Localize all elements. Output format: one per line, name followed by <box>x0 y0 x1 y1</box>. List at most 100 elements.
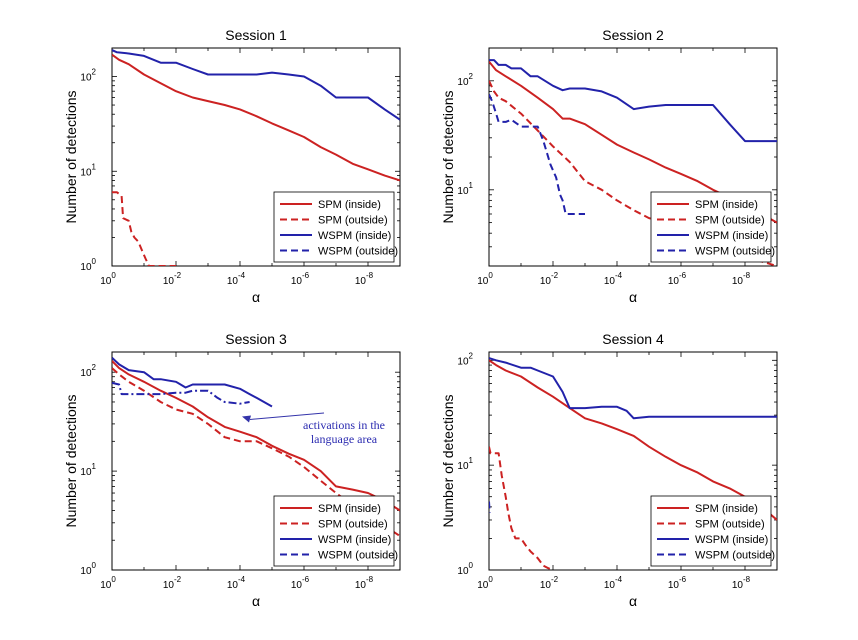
x-tick-base: 10 <box>100 580 112 591</box>
y-axis-label: Number of detections <box>63 394 79 527</box>
x-tick-label: 10-2 <box>163 575 182 591</box>
x-tick-exponent: -6 <box>302 575 310 584</box>
y-axis-label: Number of detections <box>440 90 456 223</box>
x-tick-exponent: -8 <box>366 271 374 280</box>
x-tick-exponent: -6 <box>679 271 687 280</box>
x-tick-exponent: -2 <box>551 271 559 280</box>
x-tick-base: 10 <box>732 580 744 591</box>
y-tick-base: 10 <box>80 73 92 84</box>
y-tick-exponent: 0 <box>92 561 97 570</box>
x-tick-base: 10 <box>604 276 616 287</box>
y-tick-label: 102 <box>80 363 96 379</box>
y-axis-label: Number of detections <box>63 90 79 223</box>
x-tick-exponent: 0 <box>111 575 116 584</box>
series-line-2 <box>489 446 554 570</box>
series-line-3 <box>489 357 777 420</box>
x-tick-exponent: -8 <box>743 575 751 584</box>
y-tick-base: 10 <box>80 566 92 577</box>
x-tick-label: 10-6 <box>668 575 687 591</box>
y-tick-label: 102 <box>457 72 473 88</box>
x-tick-base: 10 <box>668 580 680 591</box>
legend-label-4: WSPM (outside) <box>695 246 775 258</box>
y-tick-exponent: 0 <box>92 257 97 266</box>
y-tick-exponent: 0 <box>469 561 474 570</box>
series-line-3 <box>112 49 400 121</box>
legend-label-3: WSPM (inside) <box>318 534 391 546</box>
legend-label-2: SPM (outside) <box>695 215 765 227</box>
series-group <box>112 49 400 266</box>
x-tick-exponent: -4 <box>238 575 246 584</box>
x-tick-base: 10 <box>163 580 175 591</box>
x-tick-exponent: -4 <box>615 271 623 280</box>
y-tick-exponent: 2 <box>469 72 474 81</box>
chart-title: Session 4 <box>602 331 664 347</box>
y-tick-exponent: 1 <box>92 462 97 471</box>
x-tick-exponent: -4 <box>615 575 623 584</box>
series-line-2 <box>489 80 777 266</box>
x-axis-label: α <box>252 593 260 609</box>
x-tick-label: 10-8 <box>355 575 374 591</box>
y-tick-exponent: 1 <box>469 181 474 190</box>
x-tick-label: 10-6 <box>668 271 687 287</box>
x-tick-label: 10-8 <box>732 271 751 287</box>
x-tick-base: 10 <box>477 580 489 591</box>
x-tick-label: 10-2 <box>540 271 559 287</box>
y-tick-base: 10 <box>457 356 469 367</box>
x-tick-base: 10 <box>291 276 303 287</box>
x-tick-label: 100 <box>477 575 493 591</box>
ticks <box>111 47 401 267</box>
x-axis-label: α <box>629 289 637 305</box>
series-line-2 <box>112 191 176 266</box>
y-tick-base: 10 <box>80 467 92 478</box>
y-tick-base: 10 <box>80 167 92 178</box>
x-tick-base: 10 <box>227 276 239 287</box>
x-tick-label: 10-2 <box>540 575 559 591</box>
y-tick-label: 101 <box>457 456 473 472</box>
x-tick-label: 10-8 <box>355 271 374 287</box>
x-tick-base: 10 <box>604 580 616 591</box>
y-tick-label: 100 <box>80 257 96 273</box>
legend-label-3: WSPM (inside) <box>695 230 768 242</box>
annotation-arrow-line <box>249 412 325 420</box>
x-tick-exponent: -8 <box>366 575 374 584</box>
chart-title: Session 1 <box>225 27 287 43</box>
y-axis-label: Number of detections <box>440 394 456 527</box>
y-tick-label: 100 <box>80 561 96 577</box>
ticks <box>111 352 401 571</box>
series-line-1 <box>112 360 400 512</box>
legend: SPM (inside) SPM (outside) WSPM (inside) WS… <box>650 191 775 263</box>
y-tick-exponent: 2 <box>469 351 474 360</box>
x-tick-base: 10 <box>668 276 680 287</box>
y-tick-label: 101 <box>80 162 96 178</box>
x-tick-exponent: -8 <box>743 271 751 280</box>
series-group <box>489 357 777 570</box>
legend-label-1: SPM (inside) <box>695 503 758 515</box>
x-tick-base: 10 <box>732 276 744 287</box>
annotation-text: language area <box>311 432 378 446</box>
x-tick-exponent: -6 <box>679 575 687 584</box>
x-tick-label: 100 <box>477 271 493 287</box>
series-line-3 <box>489 59 777 143</box>
x-tick-base: 10 <box>355 580 367 591</box>
x-tick-exponent: 0 <box>111 271 116 280</box>
x-tick-base: 10 <box>540 276 552 287</box>
x-tick-base: 10 <box>355 276 367 287</box>
legend-label-1: SPM (inside) <box>318 199 381 211</box>
x-tick-label: 10-4 <box>227 575 246 591</box>
y-tick-base: 10 <box>457 566 469 577</box>
x-axis-label: α <box>252 289 260 305</box>
y-tick-label: 101 <box>457 181 473 197</box>
x-tick-base: 10 <box>163 276 175 287</box>
chart-title: Session 2 <box>602 27 664 43</box>
legend-label-4: WSPM (outside) <box>318 246 398 258</box>
legend: SPM (inside) SPM (outside) WSPM (inside) WS… <box>650 495 775 567</box>
legend-label-2: SPM (outside) <box>318 215 388 227</box>
legend-label-4: WSPM (outside) <box>695 550 775 562</box>
ticks <box>488 47 778 267</box>
legend: SPM (inside) SPM (outside) WSPM (inside) WS… <box>273 191 398 263</box>
y-tick-base: 10 <box>457 461 469 472</box>
x-tick-label: 10-8 <box>732 575 751 591</box>
